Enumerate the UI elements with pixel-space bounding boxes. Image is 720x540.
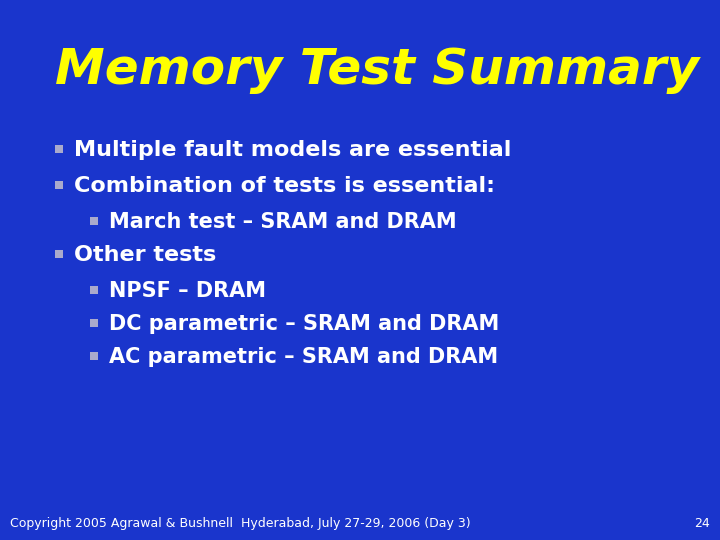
- Text: March test – SRAM and DRAM: March test – SRAM and DRAM: [109, 212, 456, 232]
- Bar: [90, 319, 98, 327]
- Bar: [55, 250, 63, 258]
- Text: AC parametric – SRAM and DRAM: AC parametric – SRAM and DRAM: [109, 347, 498, 367]
- Bar: [90, 286, 98, 294]
- Text: Combination of tests is essential:: Combination of tests is essential:: [74, 176, 495, 196]
- Text: DC parametric – SRAM and DRAM: DC parametric – SRAM and DRAM: [109, 314, 499, 334]
- Text: Memory Test Summary: Memory Test Summary: [55, 46, 699, 94]
- Text: Other tests: Other tests: [74, 245, 216, 265]
- Bar: [90, 217, 98, 225]
- Text: NPSF – DRAM: NPSF – DRAM: [109, 281, 266, 301]
- Bar: [55, 145, 63, 153]
- Bar: [90, 352, 98, 360]
- Text: Copyright 2005 Agrawal & Bushnell  Hyderabad, July 27-29, 2006 (Day 3): Copyright 2005 Agrawal & Bushnell Hydera…: [10, 517, 471, 530]
- Text: 24: 24: [694, 517, 710, 530]
- Bar: [55, 181, 63, 189]
- Text: Multiple fault models are essential: Multiple fault models are essential: [74, 140, 511, 160]
